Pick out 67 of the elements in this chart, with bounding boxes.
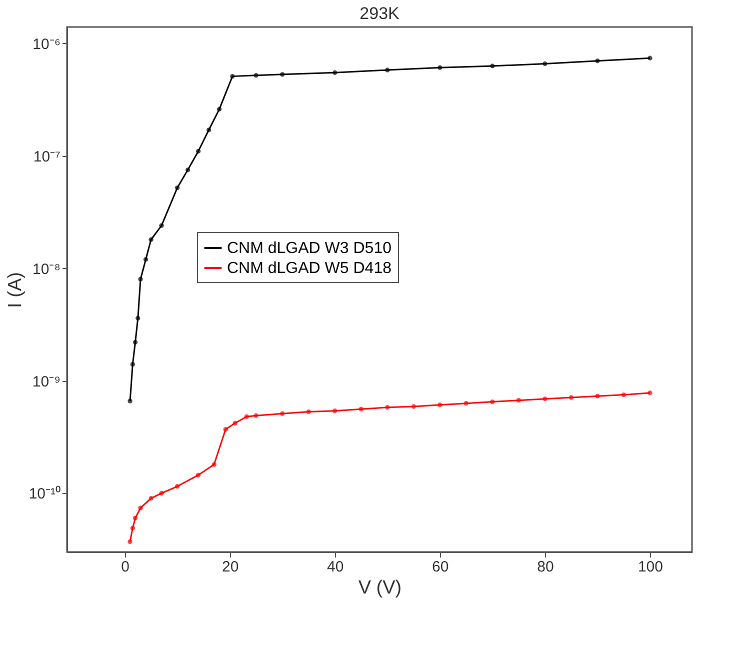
point [136, 316, 140, 321]
legend-label: CNM dLGAD W5 D418 [227, 260, 392, 277]
x-tick-label: 40 [327, 558, 344, 576]
y-tick-label: 10⁻⁶ [32, 36, 60, 53]
point [332, 408, 338, 414]
point [128, 398, 132, 404]
point [130, 362, 135, 367]
point [490, 399, 495, 404]
point [280, 72, 285, 77]
point [196, 148, 201, 154]
point [648, 56, 652, 60]
point [648, 390, 652, 396]
point [438, 402, 442, 408]
point [438, 65, 442, 70]
point [306, 409, 311, 414]
point [490, 64, 495, 68]
point [411, 404, 416, 409]
chart-title: 293K [360, 4, 400, 23]
point [138, 276, 143, 282]
y-tick-label: 10⁻⁷ [33, 148, 60, 166]
point [212, 462, 216, 467]
point [148, 237, 154, 242]
point [159, 490, 164, 496]
y-tick-label: 10⁻⁸ [32, 260, 60, 278]
point [138, 506, 143, 510]
point [542, 396, 548, 402]
x-tick-label: 100 [638, 558, 663, 576]
x-tick-label: 80 [537, 558, 554, 576]
point [196, 472, 201, 478]
point [132, 516, 138, 520]
point [621, 392, 626, 398]
point [174, 484, 180, 489]
point [464, 400, 469, 406]
point [148, 496, 154, 501]
legend-label: CNM dLGAD W3 D510 [227, 240, 392, 257]
point [568, 395, 574, 400]
point [542, 61, 548, 66]
point [132, 340, 138, 345]
point [159, 223, 164, 228]
point [232, 420, 238, 426]
y-tick-label: 10⁻⁹ [32, 373, 60, 390]
point [143, 257, 148, 262]
x-tick-label: 60 [432, 558, 449, 576]
y-tick-label: 10⁻¹⁰ [28, 486, 60, 503]
point [280, 411, 285, 416]
point [244, 414, 249, 419]
point [223, 426, 228, 432]
point [206, 128, 212, 132]
point [385, 68, 390, 72]
point [254, 73, 258, 78]
point [174, 185, 180, 190]
point [332, 70, 338, 75]
x-tick-label: 20 [222, 558, 239, 576]
x-tick-label: 0 [121, 558, 130, 576]
point [358, 406, 364, 412]
point [230, 74, 235, 79]
point [254, 413, 258, 418]
point [130, 526, 135, 530]
point [216, 106, 222, 112]
point [185, 168, 190, 172]
point [128, 539, 132, 544]
y-axis-title: I (A) [4, 272, 26, 308]
point [385, 405, 390, 410]
point [595, 394, 600, 398]
point [516, 398, 522, 403]
x-axis-title: V (V) [358, 578, 402, 598]
point [595, 58, 600, 64]
